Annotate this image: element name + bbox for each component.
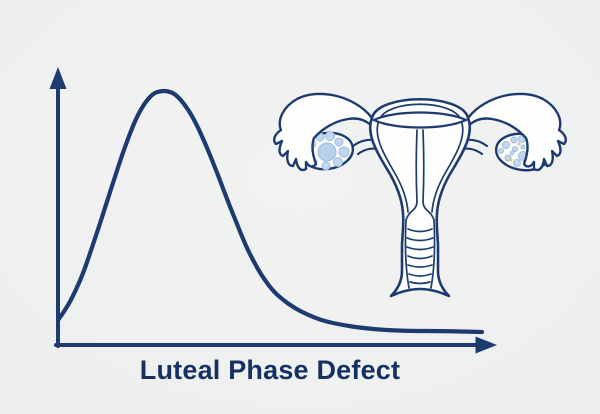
cervical-canal	[404, 129, 436, 289]
cervix-with-rugae	[406, 228, 434, 285]
chart-x-axis-label: Luteal Phase Defect	[139, 355, 401, 385]
uterus-inner-wall	[376, 103, 464, 213]
right-fallopian-tube	[464, 92, 567, 172]
y-axis-arrow-icon	[49, 67, 67, 89]
distribution-curve	[55, 88, 485, 335]
uterus-illustration	[273, 92, 567, 298]
left-fallopian-tube	[273, 92, 376, 172]
endometrial-cavity	[371, 111, 469, 129]
axes	[49, 67, 497, 354]
left-fimbriae	[273, 92, 376, 172]
right-fimbriae	[464, 92, 567, 172]
x-axis-arrow-icon	[475, 336, 497, 354]
uterus-body	[368, 97, 472, 298]
